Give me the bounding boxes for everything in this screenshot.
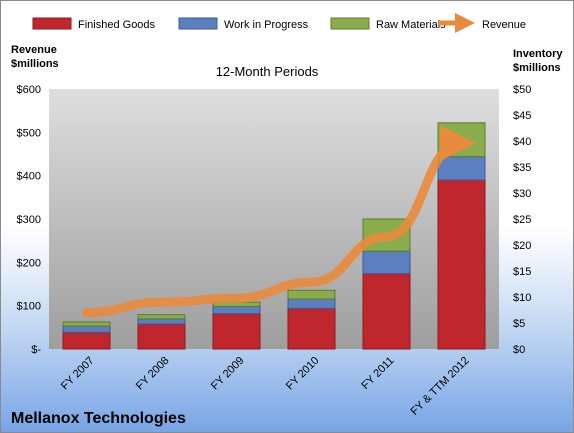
left-tick-label: $600 [17,84,41,96]
bar-finished-goods [287,307,336,350]
right-tick-label: $25 [513,214,531,226]
bar-finished-goods [437,179,486,350]
right-tick-label: $10 [513,292,531,304]
left-tick-label: $200 [17,257,41,269]
left-tick-label: $- [31,344,41,356]
legend-swatch-work-in-progress [178,17,218,30]
x-tick-label: FY & TTM 2012 [409,355,472,418]
legend-swatch-raw-materials [330,17,370,30]
bar-work-in-progress [62,325,111,333]
left-tick-label: $500 [17,127,41,139]
left-axis-title-line2: $millions [11,58,59,70]
bar-finished-goods [212,313,261,350]
left-tick-label: $400 [17,171,41,183]
right-tick-label: $0 [513,344,525,356]
chart-subtitle: 12-Month Periods [216,64,319,79]
chart-title: Mellanox Technologies [11,410,186,427]
legend-item-revenue: Revenue [438,13,526,33]
stacked-bars [62,122,486,350]
right-axis-ticks: $0 $5 $10 $15 $20 $25 $30 $35 $40 $45 $50 [513,84,531,356]
legend-swatch-finished-goods [32,17,72,30]
right-axis-title-line1: Inventory [513,48,563,60]
left-tick-label: $300 [17,214,41,226]
bar-finished-goods [362,273,411,350]
x-tick-label: FY 2009 [209,355,247,393]
revenue-series [82,125,476,318]
legend-label-raw-materials: Raw Materials [376,19,446,31]
left-tick-label: $100 [17,301,41,313]
x-axis-labels: FY 2007 FY 2008 FY 2009 FY 2010 FY 2011 FY & … [59,355,472,418]
left-axis-ticks: $- $100 $200 $300 $400 $500 $600 [17,84,42,356]
right-tick-label: $30 [513,188,531,200]
bar-work-in-progress [362,250,411,275]
bar-work-in-progress [437,156,486,181]
legend: Finished Goods Work in Progress Raw Mate… [32,13,526,33]
right-tick-label: $40 [513,136,531,148]
legend-label-work-in-progress: Work in Progress [224,19,309,31]
bar-work-in-progress [212,305,261,315]
x-tick-label: FY 2010 [284,355,322,393]
x-tick-label: FY 2011 [359,355,396,392]
right-axis-title: Inventory $millions [513,48,566,74]
right-tick-label: $35 [513,162,531,174]
right-tick-label: $50 [513,84,531,96]
bar-finished-goods [62,331,111,350]
bar-work-in-progress [287,298,336,309]
legend-item-finished-goods: Finished Goods [32,17,156,31]
right-tick-label: $20 [513,240,531,252]
legend-label-revenue: Revenue [482,19,526,31]
x-tick-label: FY 2008 [134,355,172,393]
legend-item-raw-materials: Raw Materials [330,17,446,31]
x-tick-label: FY 2007 [59,355,97,393]
right-tick-label: $45 [513,110,531,122]
right-axis-title-line2: $millions [513,62,561,74]
left-axis-title-line1: Revenue [11,44,57,56]
left-axis-title: Revenue $millions [11,44,60,70]
legend-item-work-in-progress: Work in Progress [178,17,309,31]
bar-raw-materials [287,289,336,300]
bar-work-in-progress [137,318,186,325]
bar-finished-goods [137,323,186,350]
legend-label-finished-goods: Finished Goods [78,19,156,31]
bar-raw-materials [137,314,186,320]
right-tick-label: $15 [513,266,531,278]
revenue-line [82,125,476,318]
right-tick-label: $5 [513,318,525,330]
bar-raw-materials [62,321,111,327]
